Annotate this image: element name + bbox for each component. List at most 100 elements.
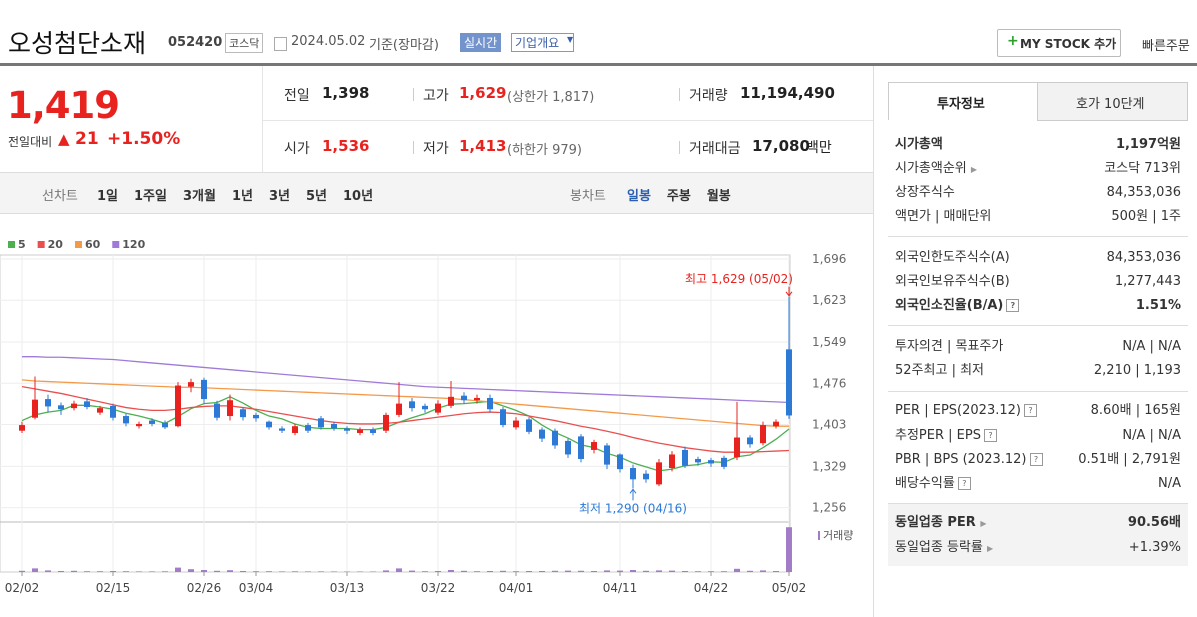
candle-body [734,437,740,458]
candle-body [487,397,493,410]
my-stock-button[interactable] [997,29,1121,57]
volume-bar [734,568,740,572]
candle-body [45,399,51,407]
label[interactable]: 시가총액순위 ▶ [895,161,978,176]
period-button[interactable]: 월봉 [706,189,731,204]
value: 165원 [1144,403,1181,418]
candle-body [279,428,285,431]
candle-body [305,425,311,431]
volume-bar [487,571,493,572]
x-tick-label: 02/02 [5,581,40,595]
candle-body [435,403,441,413]
candle-body [500,409,506,426]
volume-bar [526,571,532,572]
candle-body [227,400,233,417]
overview-dropdown[interactable]: 기업개요 [511,33,575,52]
volume-bar [604,570,610,572]
separator [413,88,414,101]
y-tick-label: 1,549 [812,335,846,349]
volume-bar [513,571,519,572]
candle-body [747,437,753,445]
candle-body [409,401,415,409]
label: PBR [895,452,921,467]
volume-bar [747,570,753,572]
label: 동일업종 PER [895,515,976,530]
stat-label: 거래량 [689,88,728,104]
legend-swatch [8,241,15,248]
candle-body [331,423,337,429]
period-group: 1일 1주일 3개월 1년 3년 5년 10년 [97,185,389,204]
x-tick-label: 03/13 [330,581,365,595]
period-button[interactable]: 10년 [343,189,374,204]
value: 84,353,036 [1106,185,1181,200]
volume-bar [669,570,675,572]
header-rule [0,63,1197,66]
volume-bar [305,571,311,572]
volume-bar [435,571,441,572]
period-button[interactable]: 3년 [268,189,290,204]
volume-bar [383,570,389,572]
separator [679,141,680,154]
value: N/A [1158,339,1181,354]
value: 8.60배 [1090,403,1132,418]
rule [888,391,1188,392]
label: PER [895,403,921,418]
label: 배당수익률 [895,476,955,491]
volume-bar [721,571,727,572]
candle-body [448,396,454,406]
volume-bar [123,571,129,572]
period-button[interactable]: 5년 [305,189,327,204]
period-button[interactable]: 3개월 [182,189,216,204]
value: 2,210 [1093,363,1132,378]
label-text: 시가총액순위 [895,161,967,176]
tab[interactable] [1037,82,1188,121]
info-row: 동일업종 등락률 ▶ +1.39% [895,538,1181,558]
period-button[interactable]: 1주일 [134,189,167,204]
candle-body [552,430,558,446]
volume-bar [162,571,168,572]
tab-active[interactable] [888,82,1038,120]
candle-body [669,454,675,469]
period-button[interactable]: 일봉 [627,189,651,204]
calendar-icon [274,37,287,51]
value: 1,197억원 [1115,137,1181,152]
volume-bar [331,571,337,572]
label: 외국인소진율(B/A) [895,298,1004,313]
value: N/A [1122,339,1146,354]
ma-line [21,379,789,427]
label: 추정PER [895,428,945,443]
volume-bar [279,571,285,572]
period-button[interactable]: 1일 [97,189,119,204]
legend-swatch [74,241,82,248]
value: 1,193 [1143,363,1181,378]
candle-body [786,349,792,416]
legend-swatch [37,241,45,248]
period-button[interactable]: 주봉 [666,189,691,204]
candle-body [422,405,428,410]
candle-body [682,449,688,466]
volume-bar [19,570,25,572]
plot-frame [0,254,791,573]
quick-order[interactable]: 빠른주문 [1142,39,1190,54]
legend-label: 60 [85,238,101,251]
high-annotation: 최고 1,629 (05/02) [685,272,793,286]
volume-bar [760,570,766,572]
tab-label: 투자정보 [937,97,985,112]
stat-value: 1,398 [322,84,370,102]
info-row: 시가총액순위 ▶ 코스닥 713위 [895,159,1181,179]
period-button[interactable]: 1년 [231,189,253,204]
info-row: 외국인한도주식수(A) 84,353,036 [895,248,1181,268]
volume-bar [695,571,701,572]
volume-bar [630,570,636,572]
info-row: 상장주식수 84,353,036 [895,183,1181,203]
realtime-button[interactable]: 실시간 [460,33,502,52]
candle-body [253,414,259,419]
candle-body [578,436,584,459]
candle-body [383,414,389,431]
x-tick-label: 03/22 [421,581,456,595]
stat-label: 시가 [284,141,310,157]
label: EPS [956,428,981,443]
candle-body [123,416,129,424]
candle-body [773,421,779,427]
